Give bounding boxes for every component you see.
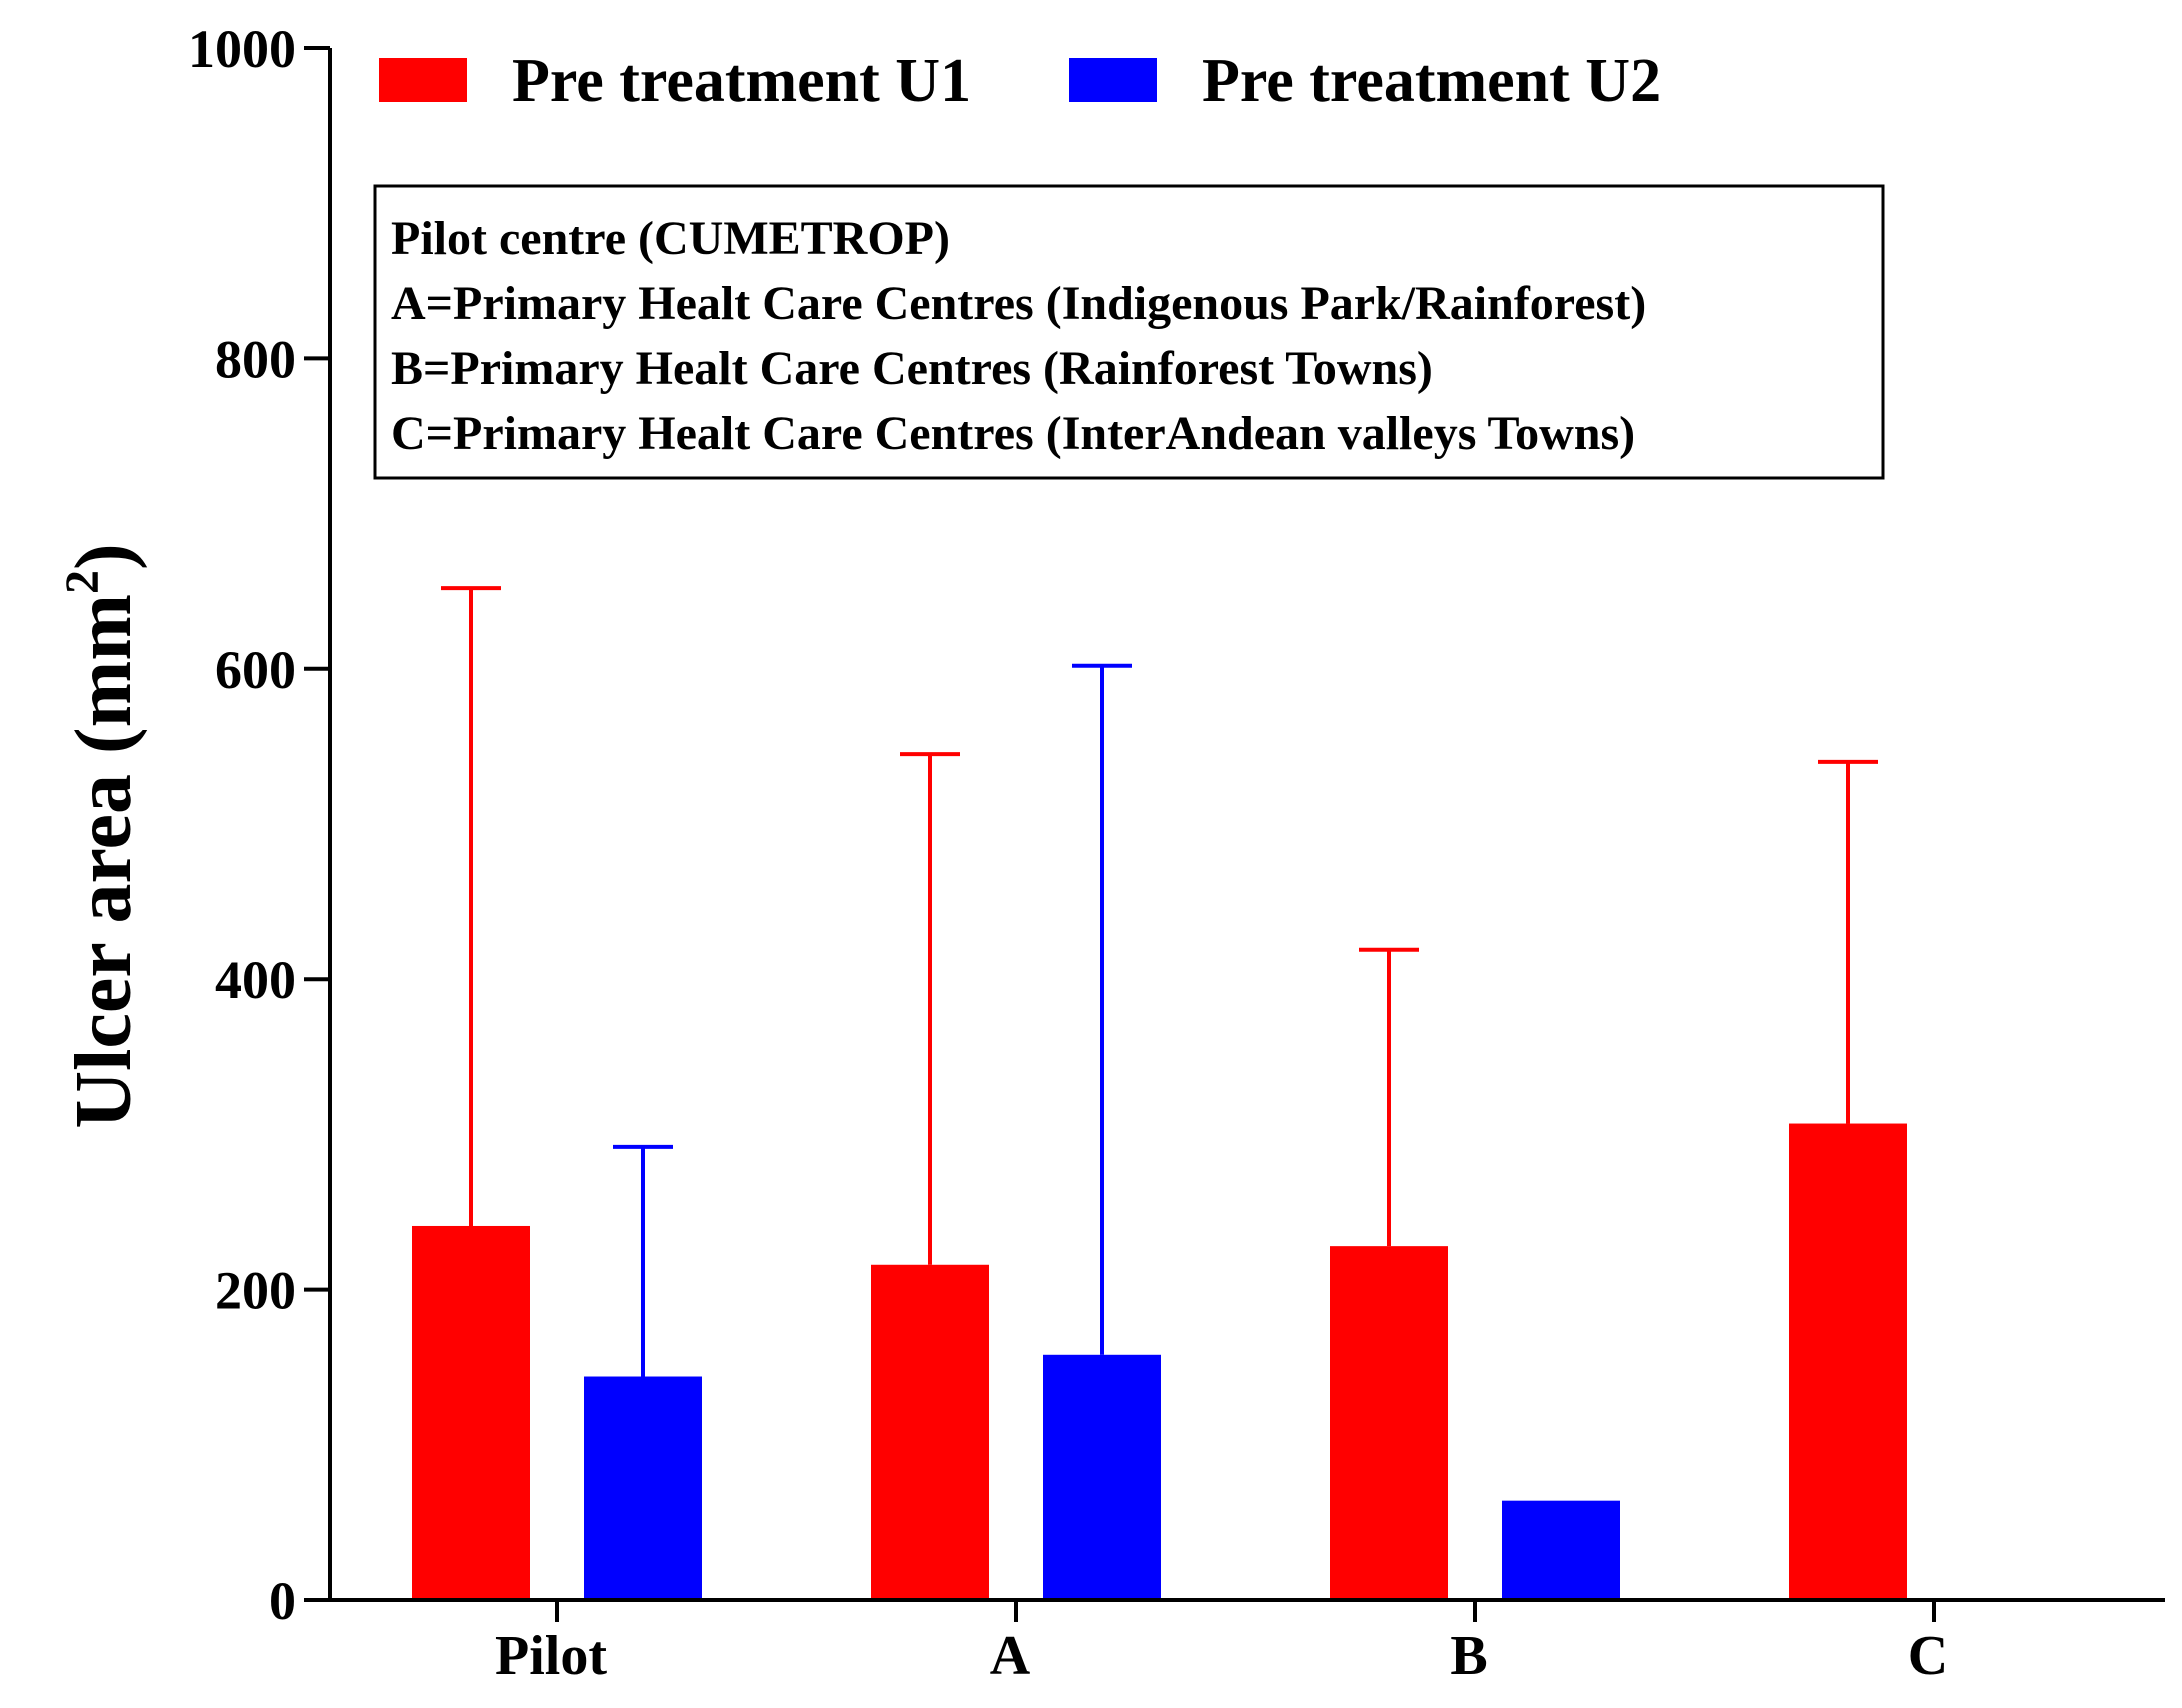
centre-legend-frame [373, 184, 1885, 480]
centre-legend-line-pilot: Pilot centre (CUMETROP) [391, 212, 950, 265]
centre-legend-box: Pilot centre (CUMETROP) A=Primary Healt … [373, 184, 1885, 480]
legend-label-u1: Pre treatment U1 [512, 47, 971, 115]
bars-layer [412, 1123, 1907, 1600]
legend-swatch-u1 [379, 58, 467, 102]
bar-series-2 [584, 1376, 702, 1600]
legend-label-u2: Pre treatment U2 [1202, 47, 1661, 115]
centre-legend-line-a: A=Primary Healt Care Centres (Indigenous… [391, 277, 1646, 330]
y-tick-label: 400 [215, 950, 296, 1010]
y-tick-label: 200 [215, 1261, 296, 1321]
centre-legend-line-b: B=Primary Healt Care Centres (Rainforest… [391, 342, 1433, 395]
x-axis-ticks: Pilot A B C [495, 1600, 1948, 1687]
y-axis-ticks: 0 200 400 600 800 1000 [188, 19, 330, 1631]
bar-series-1 [1789, 1123, 1907, 1600]
y-tick-label: 600 [215, 640, 296, 700]
y-axis-title-text: Ulcer area (mm [60, 594, 148, 1129]
y-axis-title: Ulcer area (mm2) [56, 543, 148, 1128]
bar-series-2 [1043, 1354, 1161, 1600]
bar-series-1 [1330, 1246, 1448, 1600]
y-tick-label: 800 [215, 329, 296, 389]
x-category-label: C [1908, 1625, 1948, 1687]
bar-series-2 [1502, 1500, 1620, 1600]
legend: Pre treatment U1 Pre treatment U2 [379, 47, 1661, 115]
x-category-label: Pilot [495, 1625, 607, 1687]
y-tick-label: 0 [269, 1571, 296, 1631]
bar-series-1 [412, 1225, 530, 1600]
x-category-label: B [1450, 1625, 1487, 1687]
y-axis-title-close: ) [60, 543, 148, 570]
x-category-label: A [990, 1625, 1031, 1687]
centre-legend-line-c: C=Primary Healt Care Centres (InterAndea… [391, 407, 1635, 460]
error-bars-layer [441, 586, 1878, 1377]
legend-swatch-u2 [1069, 58, 1157, 102]
y-axis-title-superscript: 2 [56, 570, 109, 594]
bar-series-1 [871, 1264, 989, 1600]
y-tick-label: 1000 [188, 19, 296, 79]
